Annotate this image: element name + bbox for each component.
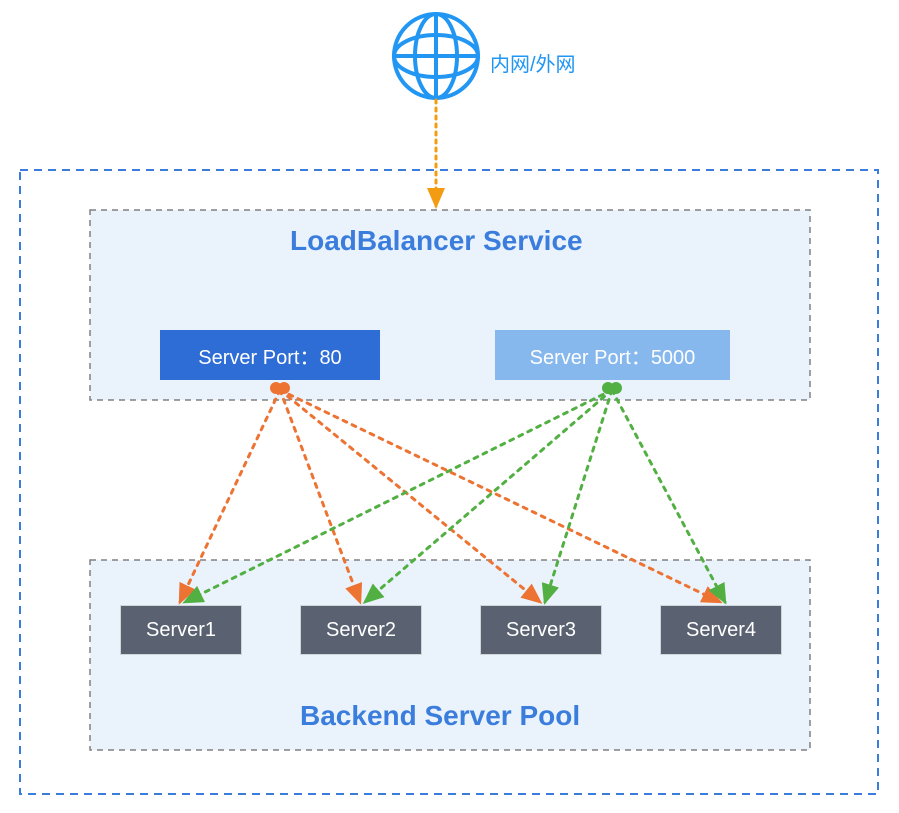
server-1-label: Server1 [146,619,216,642]
server-3-label: Server3 [506,619,576,642]
backend-pool-title: Backend Server Pool [300,700,580,732]
server-4: Server4 [660,605,782,655]
server-port-80: Server Port：80 [160,330,380,380]
loadbalancer-title: LoadBalancer Service [290,225,583,257]
server-2: Server2 [300,605,422,655]
server-1: Server1 [120,605,242,655]
network-label: 内网/外网 [490,48,576,77]
server-4-label: Server4 [686,619,756,642]
server-2-label: Server2 [326,619,396,642]
server-port-5000: Server Port：5000 [495,330,730,380]
architecture-diagram [0,0,899,813]
server-3: Server3 [480,605,602,655]
server-port-5000-label: Server Port：5000 [530,341,696,370]
server-port-80-label: Server Port：80 [198,341,341,370]
